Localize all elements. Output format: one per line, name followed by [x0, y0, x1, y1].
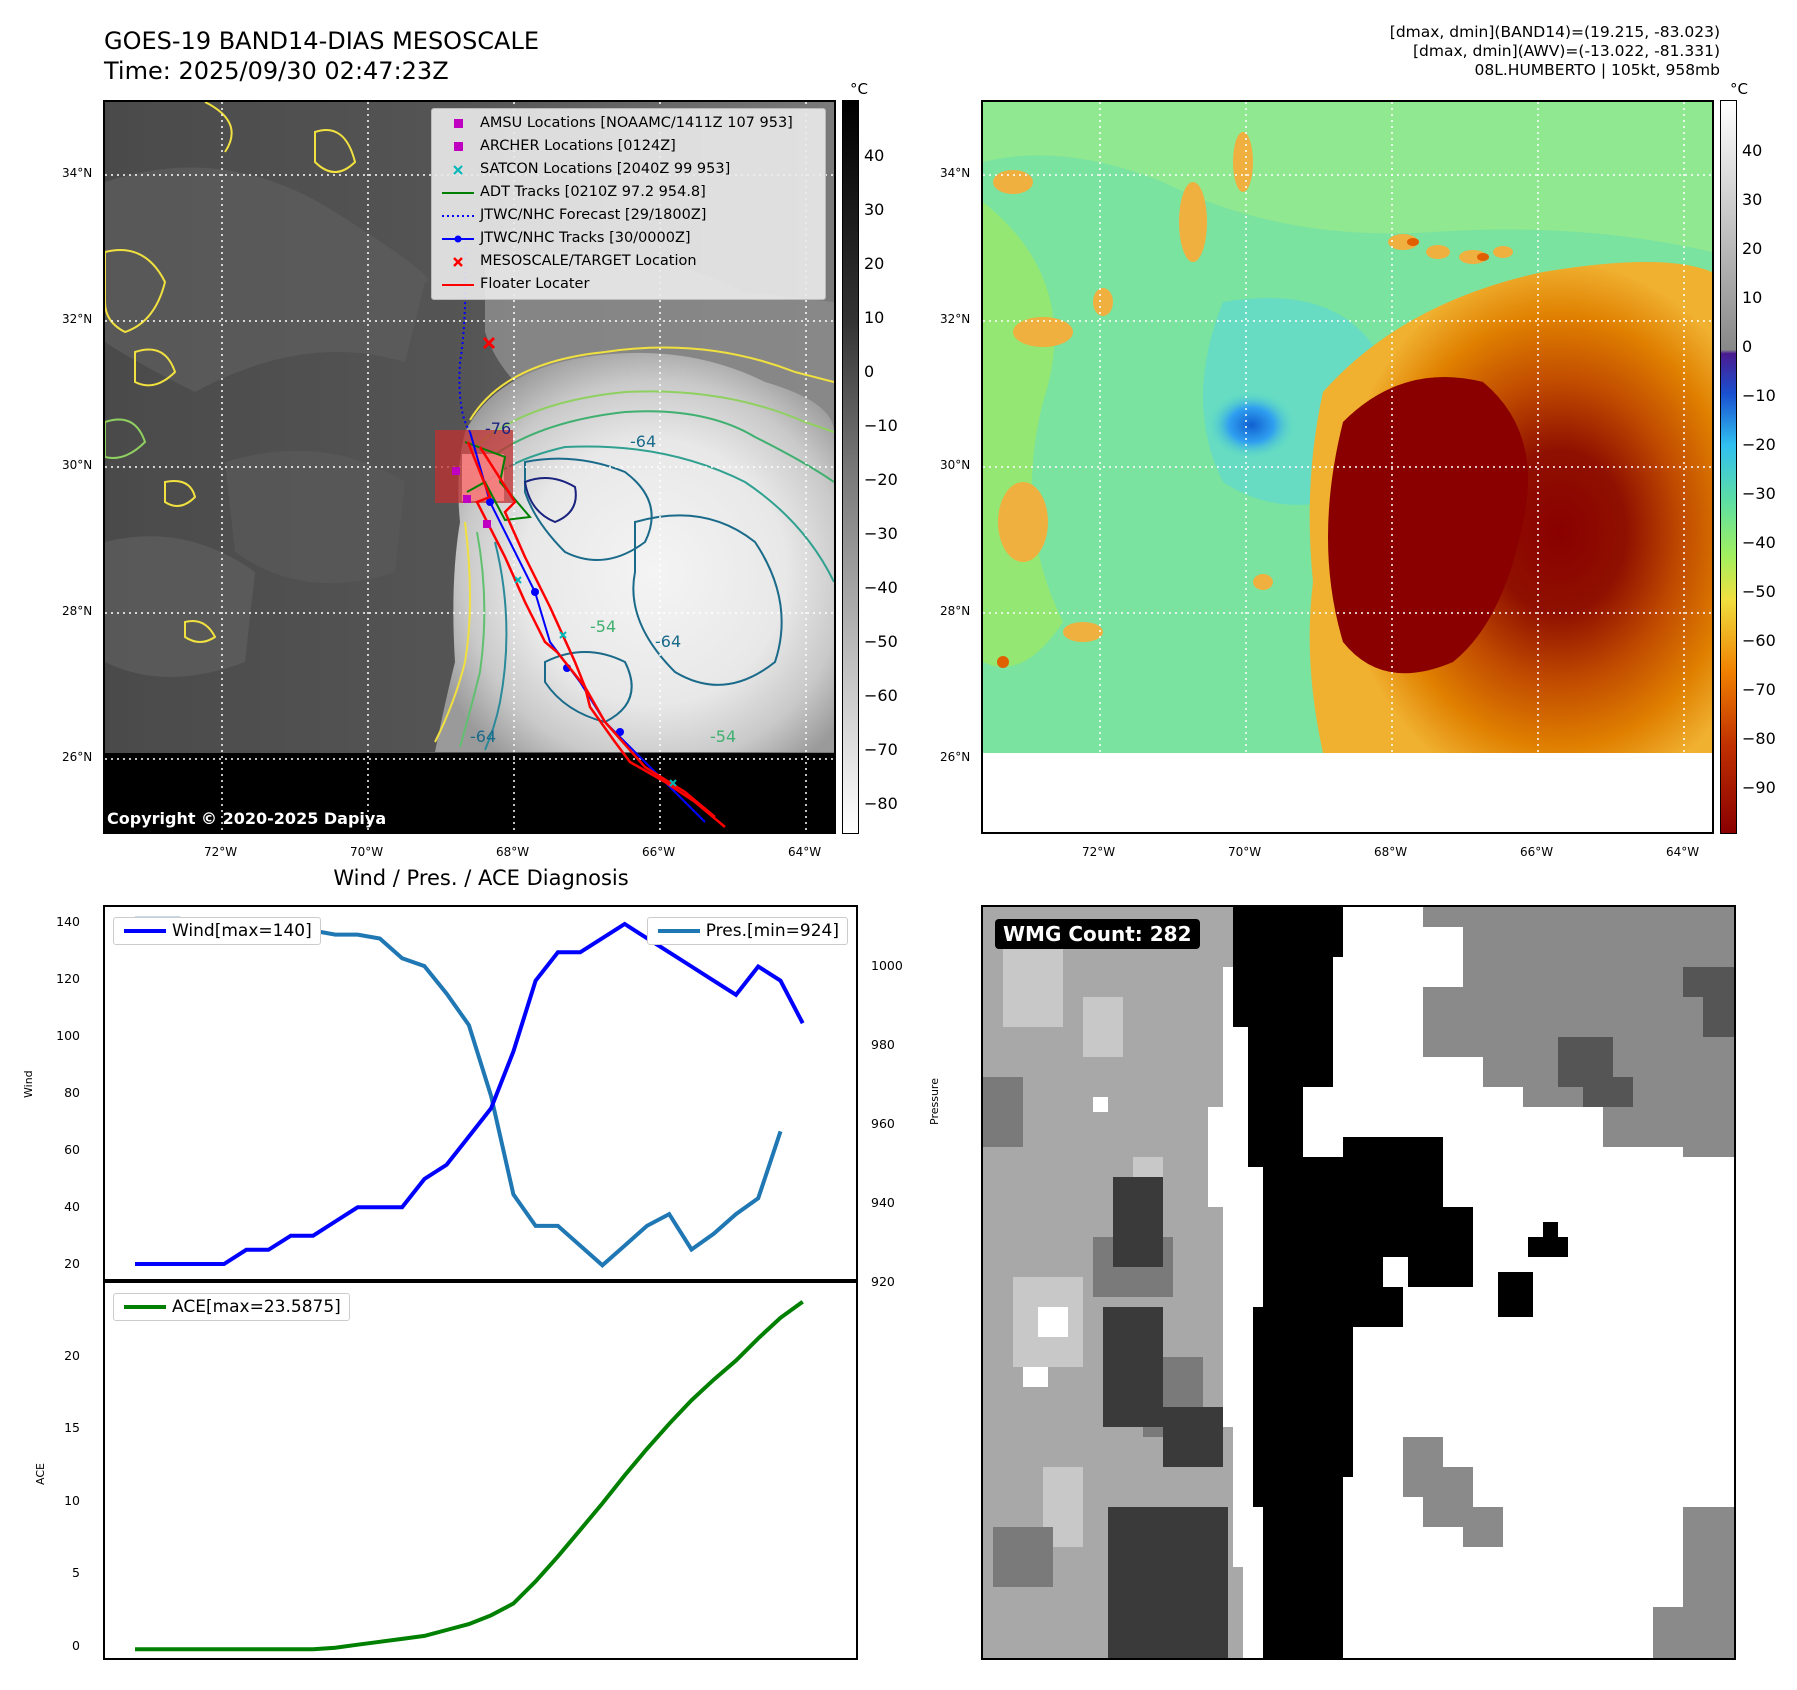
- ace-plot: [135, 1300, 804, 1652]
- lon-label: 70°W: [350, 845, 384, 859]
- ir-map-panel: -76 -64 -54 -64 -54 -64 Copyright © 2020…: [103, 100, 836, 834]
- lon-label: 64°W: [1666, 845, 1700, 859]
- lon-label: 72°W: [204, 845, 238, 859]
- legend-item-target: MESOSCALE/TARGET Location: [432, 250, 825, 273]
- lat-label: 28°N: [62, 604, 93, 618]
- stats-line-1: [dmax, dmin](BAND14)=(19.215, -83.023): [1389, 23, 1720, 41]
- wind-pressure-panel: Wind[max=140] Pres.[min=924]: [103, 905, 858, 1283]
- lon-label: 68°W: [1374, 845, 1408, 859]
- ace-axis-label: ACE: [34, 1463, 47, 1485]
- legend-item-archer: ARCHER Locations [0124Z]: [432, 135, 825, 158]
- contour-label: -54: [710, 727, 736, 746]
- lat-label: 26°N: [940, 750, 971, 764]
- contour-label: -54: [590, 617, 616, 636]
- wind-series-line: [135, 921, 805, 1266]
- lon-label: 66°W: [1520, 845, 1554, 859]
- pressure-tick: 920: [871, 1274, 895, 1289]
- stats-line-2: [dmax, dmin](AWV)=(-13.022, -81.331): [1413, 42, 1720, 60]
- lat-label: 32°N: [940, 312, 971, 326]
- ace-panel: ACE[max=23.5875]: [103, 1279, 858, 1660]
- lon-label: 64°W: [788, 845, 822, 859]
- pressure-tick: 960: [871, 1116, 895, 1131]
- colorbar-unit: °C: [850, 80, 868, 98]
- wind-pressure-plot: [135, 916, 805, 1268]
- lat-label: 28°N: [940, 604, 971, 618]
- lat-label: 32°N: [62, 312, 93, 326]
- stats-block: [dmax, dmin](BAND14)=(19.215, -83.023) […: [1390, 23, 1720, 80]
- stats-line-3: 08L.HUMBERTO | 105kt, 958mb: [1474, 61, 1721, 79]
- ace-legend: ACE[max=23.5875]: [113, 1293, 350, 1321]
- lat-label: 30°N: [940, 458, 971, 472]
- contour-label: -76: [485, 419, 511, 438]
- wind-axis-label: Wind: [22, 1070, 35, 1098]
- lon-label: 66°W: [642, 845, 676, 859]
- awv-map: [983, 102, 1712, 832]
- lat-label: 34°N: [62, 166, 93, 180]
- wind-legend: Wind[max=140]: [113, 917, 321, 945]
- legend-item-satcon: SATCON Locations [2040Z 99 953]: [432, 158, 825, 181]
- lat-label: 30°N: [62, 458, 93, 472]
- pressure-tick: 940: [871, 1195, 895, 1210]
- colorbar-unit: °C: [1730, 80, 1748, 98]
- lon-label: 72°W: [1082, 845, 1116, 859]
- wmg-count-badge: WMG Count: 282: [995, 919, 1200, 949]
- pressure-tick: 980: [871, 1037, 895, 1052]
- pressure-axis-label: Pressure: [928, 1078, 941, 1125]
- legend-item-amsu: AMSU Locations [NOAAMC/1411Z 107 953]: [432, 112, 825, 135]
- map-legend: AMSU Locations [NOAAMC/1411Z 107 953] AR…: [431, 108, 826, 300]
- ir-colorbar: [842, 100, 859, 834]
- title-line-2: Time: 2025/09/30 02:47:23Z: [104, 57, 449, 85]
- title-line-1: GOES-19 BAND14-DIAS MESOSCALE: [104, 27, 540, 55]
- diagnosis-title: Wind / Pres. / ACE Diagnosis: [333, 866, 629, 890]
- lat-label: 34°N: [940, 166, 971, 180]
- legend-item-floater: Floater Locater: [442, 276, 590, 292]
- chart-title: GOES-19 BAND14-DIAS MESOSCALE Time: 2025…: [104, 26, 539, 86]
- wmg-image: [983, 907, 1734, 1658]
- pressure-series-line: [135, 916, 783, 1268]
- legend-item-tracks: JTWC/NHC Tracks [30/0000Z]: [432, 227, 825, 250]
- copyright-text: Copyright © 2020-2025 Dapiya: [107, 809, 386, 828]
- lon-label: 68°W: [496, 845, 530, 859]
- contour-label: -64: [470, 727, 496, 746]
- lat-label: 26°N: [62, 750, 93, 764]
- ace-series-line: [135, 1300, 804, 1652]
- pressure-legend: Pres.[min=924]: [646, 917, 848, 945]
- contour-label: -64: [630, 432, 656, 451]
- legend-item-adt: ADT Tracks [0210Z 97.2 954.8]: [442, 184, 706, 200]
- awv-colorbar: [1720, 100, 1737, 834]
- legend-item-forecast: JTWC/NHC Forecast [29/1800Z]: [442, 207, 707, 223]
- wmg-panel: WMG Count: 282: [981, 905, 1736, 1660]
- lon-label: 70°W: [1228, 845, 1262, 859]
- contour-label: -64: [655, 632, 681, 651]
- awv-map-panel: [981, 100, 1714, 834]
- pressure-tick: 1000: [871, 958, 903, 973]
